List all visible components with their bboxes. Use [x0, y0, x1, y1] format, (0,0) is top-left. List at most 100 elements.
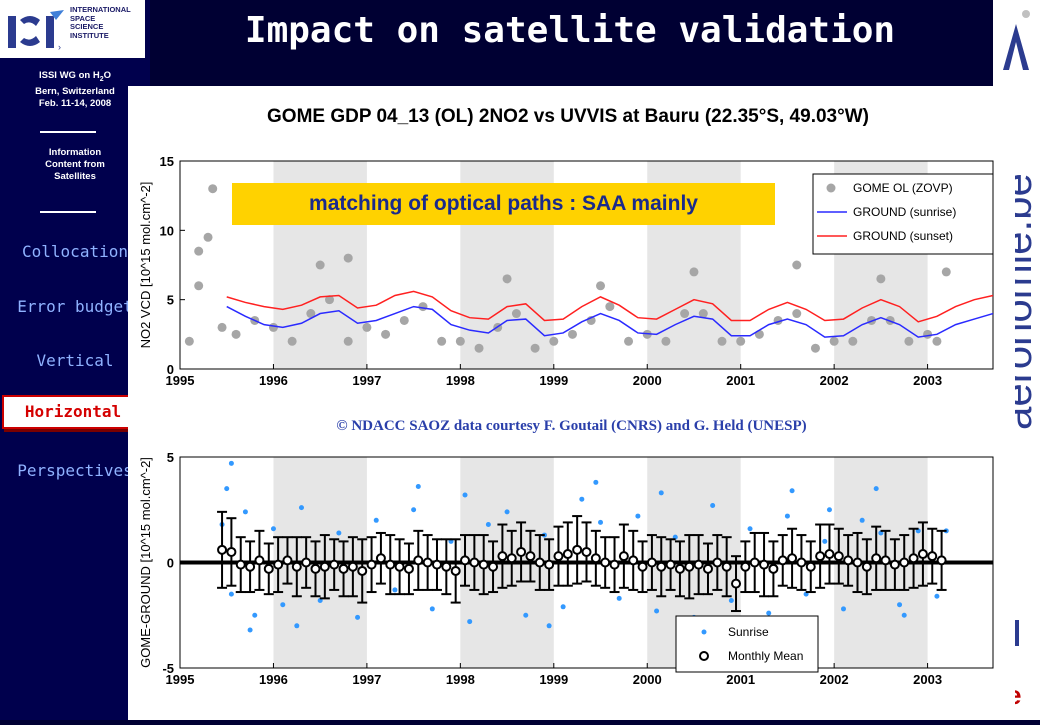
data-point [343, 253, 353, 263]
mean-marker [478, 559, 489, 570]
data-point [268, 322, 278, 332]
y-axis-label: GOME-GROUND [10^15 mol.cm^-2] [138, 457, 153, 668]
data-point [523, 612, 529, 618]
data-point [848, 336, 858, 346]
data-point [343, 336, 353, 346]
data-point [411, 507, 417, 513]
issi-logo: › INTERNATIONAL SPACE SCIENCE INSTITUTE [0, 0, 145, 58]
mean-marker [749, 557, 760, 568]
data-point [549, 336, 559, 346]
mean-marker [684, 561, 695, 572]
mean-marker [525, 551, 536, 562]
data-point [381, 329, 391, 339]
x-tick-label: 1998 [446, 373, 475, 388]
data-point [901, 612, 907, 618]
mean-marker [488, 561, 499, 572]
data-point [934, 593, 940, 599]
data-point [336, 530, 342, 536]
mean-marker [927, 551, 938, 562]
mean-marker [403, 563, 414, 574]
divider [40, 131, 96, 133]
data-point [298, 505, 304, 511]
data-point [467, 619, 473, 625]
data-point [784, 513, 790, 519]
nav-item-collocation[interactable]: Collocation [22, 242, 128, 261]
validation-chart: GOME GDP 04_13 (OL) 2NO2 vs UVVIS at Bau… [138, 106, 994, 687]
mean-marker [516, 546, 527, 557]
mean-marker [777, 555, 788, 566]
mean-marker [628, 555, 639, 566]
data-point [598, 519, 604, 525]
x-tick-label: 1997 [352, 672, 381, 687]
data-point [502, 274, 512, 284]
x-tick-label: 2001 [726, 672, 755, 687]
slide-title: Impact on satellite validation [244, 10, 896, 51]
mean-marker [506, 553, 517, 564]
mean-marker [656, 561, 667, 572]
data-point [208, 184, 218, 194]
data-point [567, 329, 577, 339]
data-point [224, 486, 230, 492]
mean-marker [787, 553, 798, 564]
y-tick-label: 5 [167, 450, 174, 465]
mean-marker [291, 561, 302, 572]
x-tick-label: 1999 [539, 672, 568, 687]
mean-marker [917, 549, 928, 560]
mean-marker [366, 559, 377, 570]
nav-item-vertical[interactable]: Vertical [36, 351, 114, 370]
mean-marker [899, 557, 910, 568]
nav-item-error-budget[interactable]: Error budget [17, 297, 133, 316]
issi-logo-icon: › [8, 10, 64, 52]
y-tick-label: 15 [160, 154, 174, 169]
mean-marker [600, 557, 611, 568]
data-point [194, 281, 204, 291]
mean-marker [824, 549, 835, 560]
svg-text:›: › [58, 42, 61, 52]
y-tick-label: 0 [167, 556, 174, 571]
data-point [560, 604, 566, 610]
data-point [873, 486, 879, 492]
data-point [362, 322, 372, 332]
data-point [593, 479, 599, 485]
x-tick-label: 2003 [913, 373, 942, 388]
data-point [184, 336, 194, 346]
mean-marker [833, 551, 844, 562]
x-tick-label: 1995 [166, 373, 195, 388]
legend-box [675, 615, 819, 673]
mean-marker [871, 553, 882, 564]
series-line [226, 290, 994, 323]
legend-label: Monthly Mean [728, 649, 803, 663]
mean-marker [254, 555, 265, 566]
mean-marker [263, 563, 274, 574]
nav-item-horizontal[interactable]: Horizontal [2, 395, 144, 429]
x-tick-label: 2000 [633, 672, 662, 687]
x-tick-label: 2003 [913, 672, 942, 687]
mean-marker [861, 561, 872, 572]
mean-marker [581, 546, 592, 557]
data-point [392, 587, 398, 593]
mean-marker [665, 559, 676, 570]
mean-marker [282, 555, 293, 566]
data-point [635, 513, 641, 519]
mean-marker [338, 563, 349, 574]
mean-marker [880, 555, 891, 566]
mean-marker [329, 559, 340, 570]
data-point [728, 597, 734, 603]
mean-marker [889, 559, 900, 570]
divider [40, 211, 96, 213]
x-tick-label: 2001 [726, 373, 755, 388]
mean-marker [226, 546, 237, 557]
mean-marker [609, 559, 620, 570]
data-point [504, 509, 510, 515]
mean-marker [441, 561, 452, 572]
data-point [252, 612, 258, 618]
mean-marker [301, 557, 312, 568]
nav-item-perspectives[interactable]: Perspectives [17, 461, 133, 480]
data-point [315, 260, 325, 270]
data-point [829, 336, 839, 346]
mean-marker [740, 561, 751, 572]
mean-marker [544, 559, 555, 570]
y-tick-label: 10 [160, 223, 174, 238]
mean-marker [805, 561, 816, 572]
mean-marker [908, 553, 919, 564]
